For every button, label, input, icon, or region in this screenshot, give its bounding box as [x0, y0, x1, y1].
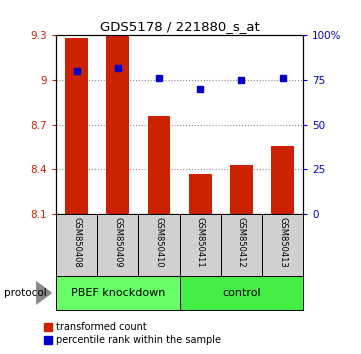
Text: GSM850408: GSM850408 [72, 217, 81, 268]
Title: GDS5178 / 221880_s_at: GDS5178 / 221880_s_at [100, 20, 260, 33]
Polygon shape [36, 281, 52, 305]
Text: PBEF knockdown: PBEF knockdown [71, 288, 165, 298]
Text: GSM850410: GSM850410 [155, 217, 164, 268]
Bar [180, 276, 303, 310]
Bar [180, 214, 221, 276]
Bar [230, 165, 253, 214]
Bar [97, 214, 138, 276]
Text: GSM850409: GSM850409 [113, 217, 122, 268]
Text: GSM850412: GSM850412 [237, 217, 246, 268]
Legend: transformed count, percentile rank within the sample: transformed count, percentile rank withi… [41, 319, 225, 349]
Text: GSM850411: GSM850411 [196, 217, 205, 268]
Bar [56, 214, 97, 276]
Bar [262, 214, 303, 276]
Bar [189, 174, 212, 214]
Bar [65, 38, 88, 214]
Bar [106, 35, 129, 214]
Text: protocol: protocol [4, 288, 46, 298]
Bar [221, 214, 262, 276]
Text: control: control [222, 288, 261, 298]
Bar [138, 214, 180, 276]
Bar [271, 145, 294, 214]
Bar [148, 116, 170, 214]
Text: GSM850413: GSM850413 [278, 217, 287, 268]
Bar [56, 276, 180, 310]
